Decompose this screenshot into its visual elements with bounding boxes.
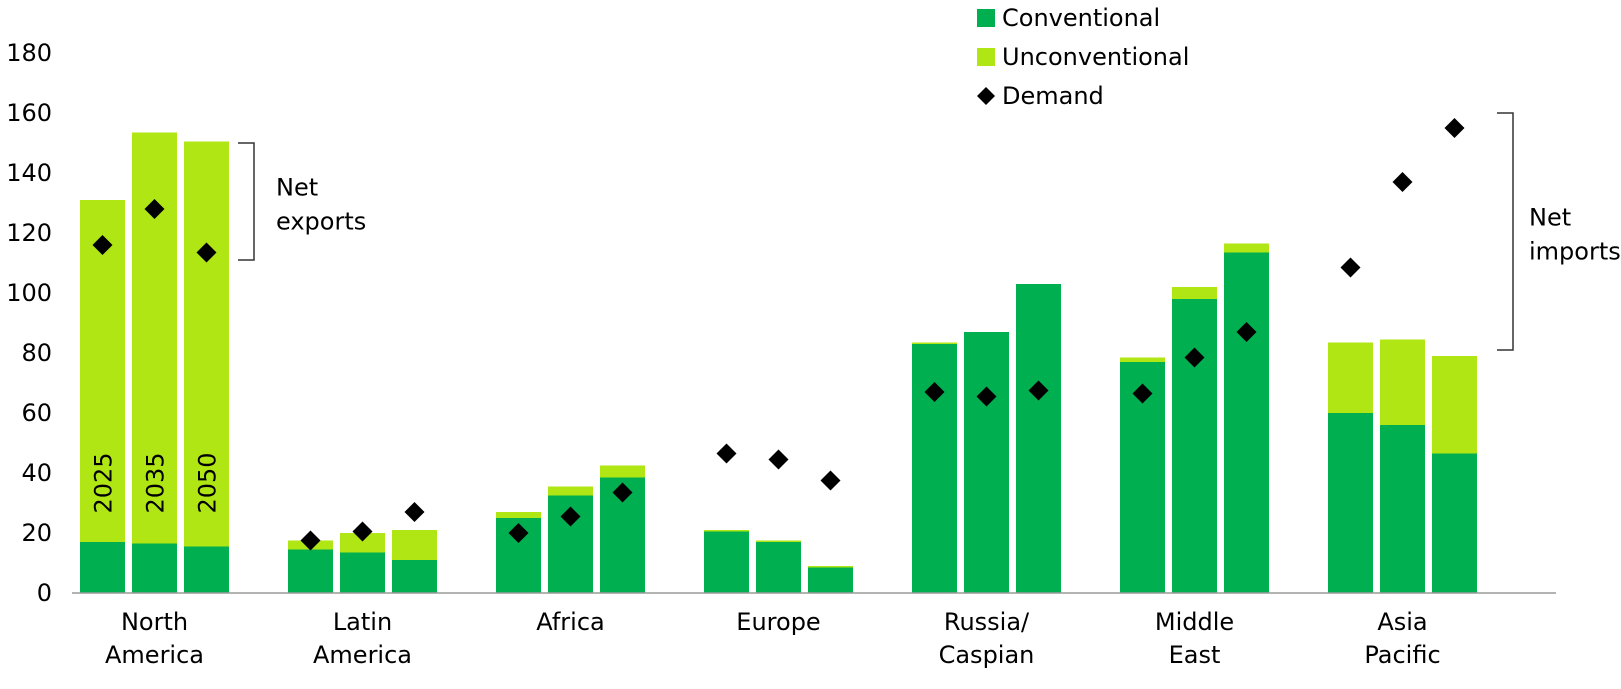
y-tick-label: 80: [21, 339, 52, 367]
year-label: 2025: [90, 452, 118, 513]
y-axis: 0 20 40 60 80 100 120 140 160 180: [6, 39, 52, 607]
bar-conventional: [1224, 252, 1269, 593]
bar-conventional: [1328, 413, 1373, 593]
demand-point: [976, 386, 997, 407]
bar-unconventional: [1120, 357, 1165, 362]
bar-conventional: [340, 552, 385, 593]
y-tick-label: 0: [37, 579, 52, 607]
demand-point: [1392, 172, 1413, 192]
demand-point: [924, 382, 945, 402]
category-label: Latin America: [313, 608, 412, 669]
demand-point: [1132, 383, 1153, 404]
net-imports-bracket: [1497, 112, 1514, 351]
bar-unconventional: [548, 486, 593, 496]
bar-conventional: [1380, 425, 1425, 593]
bar-conventional: [756, 542, 801, 593]
demand-point: [352, 521, 373, 542]
category-label: Russia/Caspian: [939, 608, 1035, 669]
annotations: Net exports Net imports: [238, 112, 1621, 351]
demand-point: [404, 502, 425, 522]
y-tick-label: 40: [21, 459, 52, 487]
category-label: Middle East: [1155, 608, 1234, 669]
bar-unconventional: [600, 465, 645, 478]
y-tick-label: 60: [21, 399, 52, 427]
demand-point: [1340, 257, 1361, 278]
bar-conventional: [288, 549, 333, 593]
demand-point: [1028, 380, 1049, 401]
bar-unconventional: [1224, 243, 1269, 253]
bar-unconventional: [184, 141, 229, 547]
legend: Conventional Unconventional Demand: [977, 4, 1189, 110]
y-tick-label: 120: [6, 219, 52, 247]
category-label: Asia Pacific: [1364, 608, 1440, 669]
bars: [80, 132, 1477, 593]
y-tick-label: 160: [6, 99, 52, 127]
bar-unconventional: [1328, 342, 1373, 413]
demand-point: [92, 235, 113, 255]
category-labels: North America Latin America Africa Europe Russ…: [105, 608, 1441, 669]
demand-point: [196, 242, 217, 263]
bar-unconventional: [80, 200, 125, 542]
bar-conventional: [1432, 453, 1477, 593]
demand-point: [508, 523, 529, 543]
y-tick-label: 100: [6, 279, 52, 307]
demand-point: [716, 443, 737, 464]
bar-unconventional: [704, 530, 749, 532]
bar-conventional: [1016, 284, 1061, 593]
bar-conventional: [808, 567, 853, 593]
y-tick-label: 140: [6, 159, 52, 187]
category-label: Africa: [536, 608, 604, 636]
legend-label-conventional: Conventional: [1002, 4, 1160, 32]
y-tick-label: 20: [21, 519, 52, 547]
bar-conventional: [132, 543, 177, 593]
bar-conventional: [184, 546, 229, 593]
bar-unconventional: [756, 540, 801, 542]
bar-unconventional: [392, 530, 437, 560]
category-label: Europe: [736, 608, 820, 636]
demand-point: [1236, 322, 1257, 342]
bar-conventional: [1172, 299, 1217, 593]
bar-unconventional: [912, 342, 957, 344]
demand-point: [1184, 347, 1205, 368]
demand-points: [92, 118, 1465, 551]
demand-point: [144, 199, 165, 219]
net-exports-bracket: [238, 142, 255, 261]
bar-unconventional: [1380, 339, 1425, 425]
bar-unconventional: [808, 566, 853, 568]
bar-conventional: [392, 560, 437, 593]
demand-point: [1444, 118, 1465, 138]
bar-conventional: [912, 344, 957, 593]
demand-point: [820, 470, 841, 491]
year-labels: 2025 2035 2050: [90, 452, 222, 513]
legend-swatch-demand: [977, 87, 995, 105]
net-imports-label: Net imports: [1529, 204, 1621, 266]
bar-unconventional: [340, 533, 385, 553]
demand-point: [612, 482, 633, 503]
demand-point: [768, 449, 789, 470]
legend-swatch-unconventional: [977, 48, 995, 66]
net-exports-label: Net exports: [276, 174, 366, 236]
year-label: 2050: [194, 452, 222, 513]
year-label: 2035: [142, 452, 170, 513]
bar-conventional: [80, 542, 125, 593]
demand-point: [560, 506, 581, 527]
bar-conventional: [964, 332, 1009, 593]
legend-swatch-conventional: [977, 9, 995, 27]
bar-conventional: [704, 531, 749, 593]
legend-label-demand: Demand: [1002, 82, 1104, 110]
demand-point: [300, 530, 321, 551]
legend-label-unconventional: Unconventional: [1002, 43, 1189, 71]
y-tick-label: 180: [6, 39, 52, 67]
category-label: North America: [105, 608, 204, 669]
bar-unconventional: [1172, 287, 1217, 299]
bar-unconventional: [496, 512, 541, 518]
bar-unconventional: [1432, 356, 1477, 454]
